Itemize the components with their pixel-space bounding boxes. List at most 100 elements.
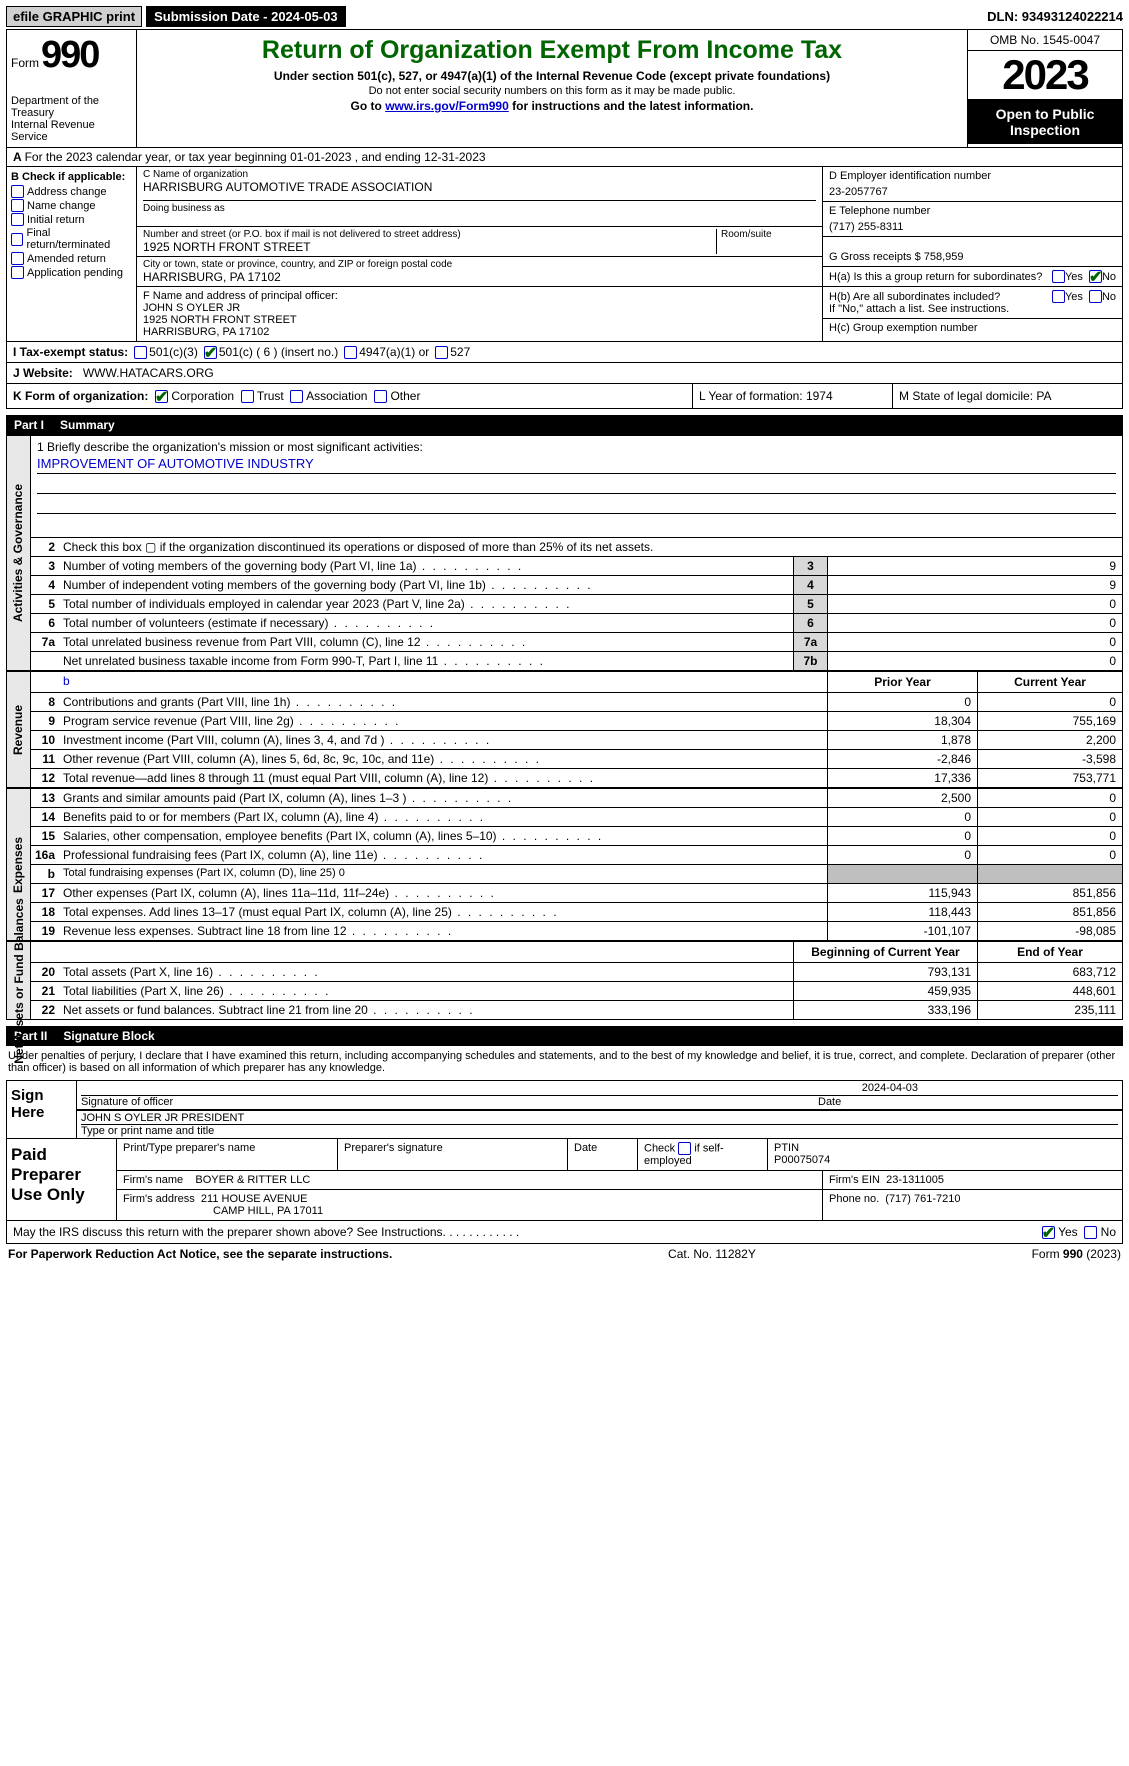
col-b-checks: B Check if applicable: Address change Na… — [7, 167, 137, 341]
chk-501c[interactable] — [204, 346, 217, 359]
ha-yes[interactable] — [1052, 270, 1065, 283]
table-row: 18Total expenses. Add lines 13–17 (must … — [31, 903, 1122, 922]
col-c-org: C Name of organization HARRISBURG AUTOMO… — [137, 167, 822, 341]
firm-phone-lbl: Phone no. — [829, 1193, 879, 1205]
table-row: bTotal fundraising expenses (Part IX, co… — [31, 865, 1122, 884]
chk-address-change[interactable] — [11, 185, 24, 198]
website-row: J Website: WWW.HATACARS.ORG — [6, 363, 1123, 384]
signature-declaration: Under penalties of perjury, I declare th… — [6, 1046, 1123, 1078]
form-number: 990 — [41, 34, 98, 77]
lbl-initial-return: Initial return — [27, 214, 84, 226]
firm-name-val: BOYER & RITTER LLC — [195, 1174, 310, 1186]
lbl-4947: 4947(a)(1) or — [359, 345, 429, 359]
hb-no[interactable] — [1089, 290, 1102, 303]
hb-yes[interactable] — [1052, 290, 1065, 303]
lbl-other: Other — [390, 389, 420, 403]
table-row: 10Investment income (Part VIII, column (… — [31, 731, 1122, 750]
firm-phone-val: (717) 761-7210 — [885, 1193, 960, 1205]
form-title: Return of Organization Exempt From Incom… — [145, 36, 959, 65]
vlabel-governance: Activities & Governance — [6, 435, 30, 671]
chk-other[interactable] — [374, 390, 387, 403]
chk-501c3[interactable] — [134, 346, 147, 359]
chk-amended[interactable] — [11, 252, 24, 265]
part-1-title: Summary — [60, 418, 115, 432]
part-2-title: Signature Block — [63, 1029, 154, 1043]
header-right: OMB No. 1545-0047 2023 Open to Public In… — [967, 30, 1122, 147]
chk-corp[interactable] — [155, 390, 168, 403]
footer: For Paperwork Reduction Act Notice, see … — [6, 1244, 1123, 1264]
efile-print-button[interactable]: efile GRAPHIC print — [6, 6, 142, 27]
table-row: 17Other expenses (Part IX, column (A), l… — [31, 884, 1122, 903]
table-row: 20Total assets (Part X, line 16)793,1316… — [31, 963, 1122, 982]
col-right: D Employer identification number 23-2057… — [822, 167, 1122, 341]
firm-ein-lbl: Firm's EIN — [829, 1174, 880, 1186]
header-left: Form 990 Department of the Treasury Inte… — [7, 30, 137, 147]
footer-right: Form 990 (2023) — [1032, 1247, 1121, 1261]
prep-date-hdr: Date — [567, 1139, 637, 1170]
chk-trust[interactable] — [241, 390, 254, 403]
chk-assoc[interactable] — [290, 390, 303, 403]
officer-addr: 1925 NORTH FRONT STREET — [143, 314, 816, 326]
netassets-section: Net Assets or Fund Balances Beginning of… — [6, 941, 1123, 1020]
part-2-bar: Part II Signature Block — [6, 1026, 1123, 1046]
firm-addr-lbl: Firm's address — [123, 1193, 195, 1205]
omb-number: OMB No. 1545-0047 — [968, 30, 1122, 51]
gross-receipts: G Gross receipts $ 758,959 — [829, 251, 1116, 263]
paid-preparer-label: Paid Preparer Use Only — [7, 1139, 117, 1220]
firm-addr1: 211 HOUSE AVENUE — [201, 1193, 308, 1205]
prep-sig-hdr: Preparer's signature — [337, 1139, 567, 1170]
hb-label: H(b) Are all subordinates included? — [829, 291, 1052, 303]
vlabel-revenue: Revenue — [6, 671, 30, 788]
current-year-hdr: Current Year — [977, 672, 1122, 692]
sign-here-label: Sign Here — [7, 1081, 77, 1138]
year-formation: L Year of formation: 1974 — [692, 384, 892, 408]
prior-year-hdr: Prior Year — [827, 672, 977, 692]
irs-link[interactable]: www.irs.gov/Form990 — [385, 99, 509, 113]
paid-preparer-block: Paid Preparer Use Only Print/Type prepar… — [6, 1139, 1123, 1221]
ha-no[interactable] — [1089, 270, 1102, 283]
lbl-trust: Trust — [257, 389, 284, 403]
website-value: WWW.HATACARS.ORG — [83, 366, 214, 380]
sig-date-val: 2024-04-03 — [81, 1082, 1118, 1096]
table-row: 15Salaries, other compensation, employee… — [31, 827, 1122, 846]
officer-name-title: JOHN S OYLER JR PRESIDENT — [81, 1112, 1118, 1125]
chk-initial-return[interactable] — [11, 213, 24, 226]
table-row: 22Net assets or fund balances. Subtract … — [31, 1001, 1122, 1019]
prep-name-hdr: Print/Type preparer's name — [117, 1139, 337, 1170]
footer-left: For Paperwork Reduction Act Notice, see … — [8, 1247, 392, 1261]
chk-527[interactable] — [435, 346, 448, 359]
chk-final-return[interactable] — [11, 233, 23, 246]
name-title-lbl: Type or print name and title — [81, 1125, 1118, 1137]
may-no[interactable] — [1084, 1226, 1097, 1239]
chk-name-change[interactable] — [11, 199, 24, 212]
top-bar: efile GRAPHIC print Submission Date - 20… — [6, 6, 1123, 27]
tax-year: 2023 — [968, 51, 1122, 100]
addr-label: Number and street (or P.O. box if mail i… — [143, 229, 716, 240]
chk-self-employed[interactable] — [678, 1142, 691, 1155]
revenue-section: Revenue b Prior Year Current Year 8Contr… — [6, 671, 1123, 788]
officer-city: HARRISBURG, PA 17102 — [143, 326, 816, 338]
table-row: 21Total liabilities (Part X, line 26)459… — [31, 982, 1122, 1001]
sign-here-block: Sign Here 2024-04-03 Signature of office… — [6, 1080, 1123, 1139]
may-discuss-text: May the IRS discuss this return with the… — [13, 1225, 446, 1239]
chk-4947[interactable] — [344, 346, 357, 359]
hb-note: If "No," attach a list. See instructions… — [829, 303, 1116, 315]
lbl-amended: Amended return — [27, 253, 106, 265]
form-word: Form — [11, 56, 39, 70]
lbl-address-change: Address change — [27, 186, 107, 198]
prep-ptin: PTIN P00075074 — [767, 1139, 1122, 1170]
table-row: 19Revenue less expenses. Subtract line 1… — [31, 922, 1122, 940]
may-yes[interactable] — [1042, 1226, 1055, 1239]
table-row: 16aProfessional fundraising fees (Part I… — [31, 846, 1122, 865]
k-row: K Form of organization: Corporation Trus… — [6, 384, 1123, 409]
chk-app-pending[interactable] — [11, 266, 24, 279]
tel-label: E Telephone number — [829, 205, 1116, 217]
lbl-corp: Corporation — [171, 389, 234, 403]
officer-name: JOHN S OYLER JR — [143, 302, 816, 314]
firm-ein-val: 23-1311005 — [886, 1174, 944, 1186]
lbl-501c: 501(c) ( 6 ) (insert no.) — [219, 345, 338, 359]
hb-yes-lbl: Yes — [1065, 291, 1083, 303]
table-row: 6Total number of volunteers (estimate if… — [31, 614, 1122, 633]
ha-yes-lbl: Yes — [1065, 271, 1083, 283]
officer-block: F Name and address of principal officer:… — [137, 287, 822, 341]
